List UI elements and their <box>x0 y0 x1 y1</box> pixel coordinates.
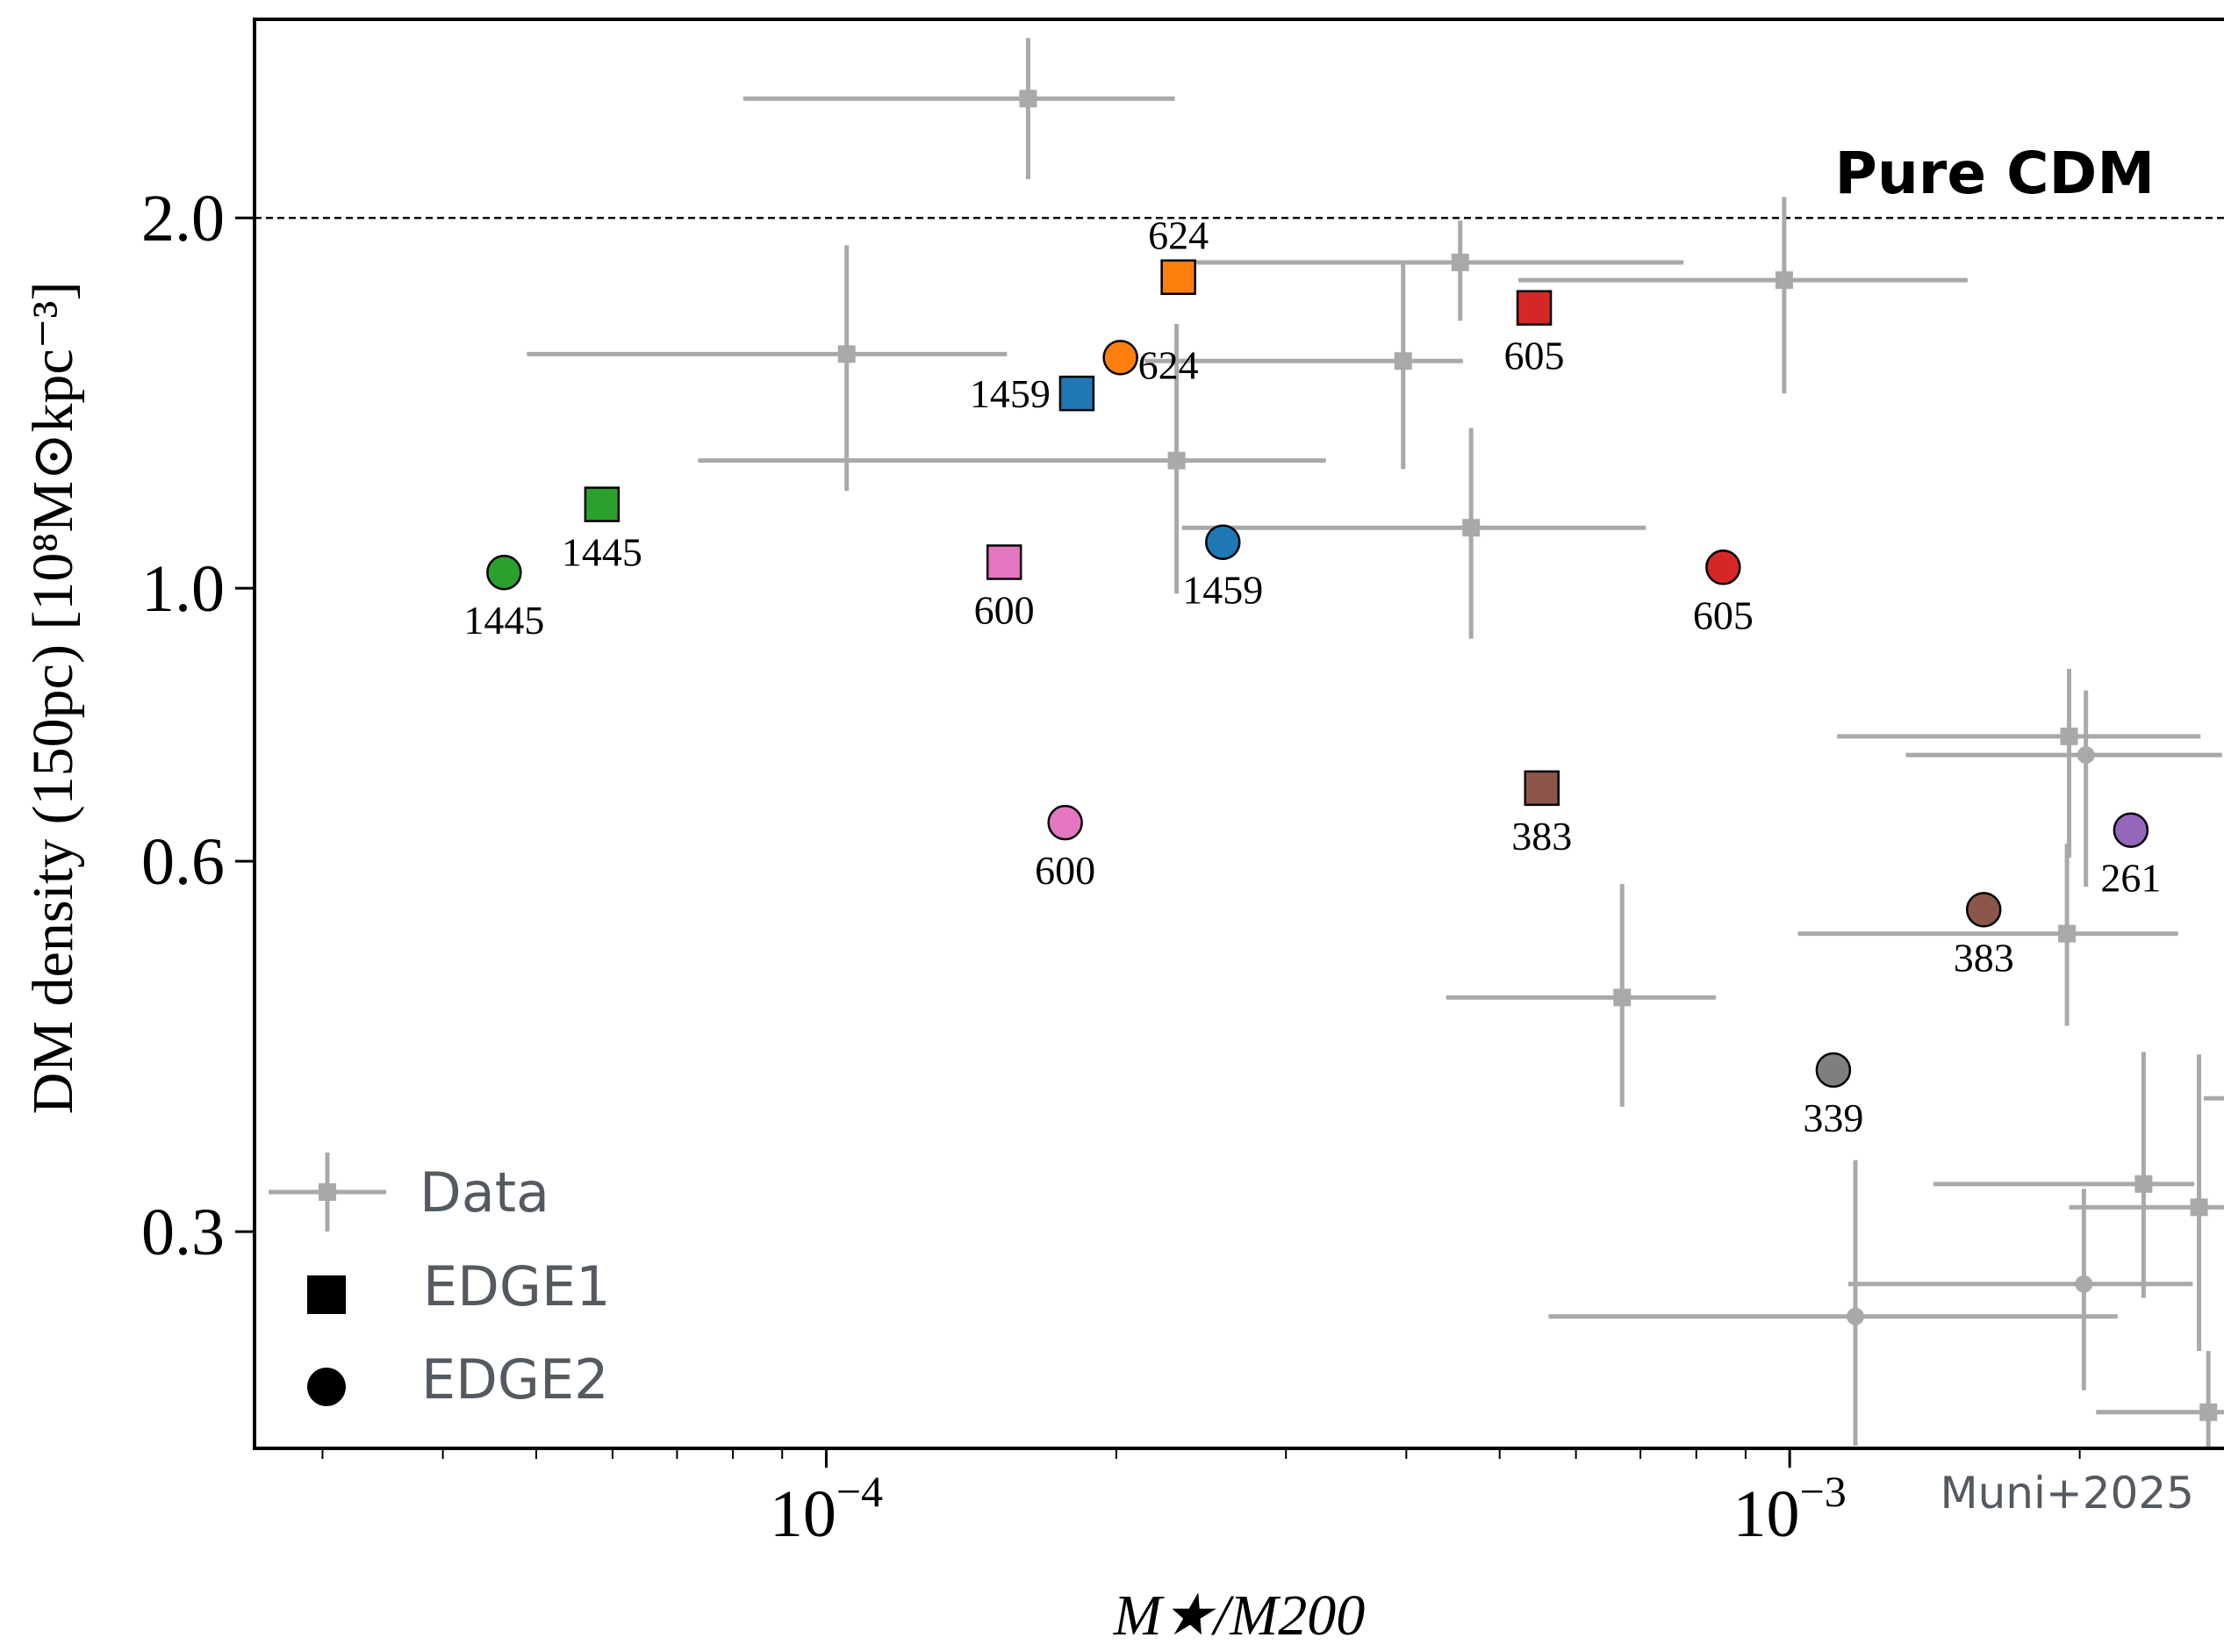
data-point <box>1933 1052 2195 1298</box>
data-marker <box>1846 1307 1864 1325</box>
data-point <box>1797 844 2178 1026</box>
data-point <box>1518 197 1968 394</box>
legend-data-marker <box>319 1183 336 1201</box>
legend-square-marker <box>307 1275 346 1314</box>
edge2-600-marker <box>1047 804 1083 841</box>
edge1-624-marker <box>1160 259 1196 295</box>
legend: Data EDGE1 EDGE2 <box>269 1153 611 1411</box>
data-marker <box>1462 519 1481 537</box>
data-point <box>1905 690 2222 887</box>
legend-label-edge1: EDGE1 <box>423 1254 611 1318</box>
edge1-1445-label: 1445 <box>562 530 642 575</box>
edge2-624-label: 624 <box>1138 342 1199 387</box>
edge1-1445-marker <box>584 486 621 522</box>
data-point <box>1847 1189 2193 1390</box>
edge1-383-label: 383 <box>1511 814 1572 858</box>
data-point <box>1837 669 2201 858</box>
x-axis-title: M★/M200 <box>1113 1584 1365 1648</box>
data-marker <box>837 345 856 363</box>
x-tick-label: 10−3 <box>1733 1467 1847 1551</box>
data-point <box>1446 884 1716 1107</box>
edge2-383-label: 383 <box>1954 935 2014 980</box>
data-marker <box>2190 1198 2208 1217</box>
data-marker <box>1394 352 1412 370</box>
data-point <box>698 324 1326 594</box>
legend-entry-edge2: EDGE2 <box>307 1347 609 1411</box>
y-tick-label: 0.3 <box>141 1196 225 1269</box>
data-point <box>1181 220 1684 321</box>
pure-cdm-label: Pure CDM <box>1834 140 2155 207</box>
data-marker <box>2199 1403 2218 1421</box>
legend-label-edge2: EDGE2 <box>421 1347 609 1411</box>
edge2-261-label: 261 <box>2100 856 2161 901</box>
data-point <box>1144 262 1463 470</box>
axes-frame <box>253 18 2224 1450</box>
edge1-600-marker <box>986 544 1022 580</box>
y-tick-label: 2.0 <box>141 182 225 255</box>
edge2-383-marker <box>1965 892 2002 928</box>
edge2-339-label: 339 <box>1803 1095 1863 1140</box>
legend-label-data: Data <box>420 1160 549 1225</box>
data-point <box>1548 1160 2118 1446</box>
edge2-605-label: 605 <box>1693 593 1754 637</box>
edge1-605-marker <box>1516 290 1553 326</box>
data-marker <box>1613 988 1632 1007</box>
edge2-1445-marker <box>486 554 522 591</box>
x-tick-label: 10−4 <box>770 1467 883 1551</box>
edge2-600-label: 600 <box>1035 848 1095 893</box>
edge2-1445-label: 1445 <box>463 598 544 643</box>
data-marker <box>2060 727 2078 745</box>
data-point <box>527 245 1008 492</box>
edge2-1459-label: 1459 <box>1182 568 1263 613</box>
edge1-1459-marker <box>1058 375 1095 412</box>
data-point <box>2069 1054 2224 1352</box>
y-tick-label: 0.6 <box>141 825 225 899</box>
y-axis-title: DM density (150pc) [10⁸M⊙kpc⁻³] <box>21 282 85 1115</box>
legend-entry-data: Data <box>269 1153 549 1232</box>
data-point <box>1181 427 1646 639</box>
edge1-624-label: 624 <box>1148 213 1209 258</box>
edge2-624-marker <box>1102 340 1138 376</box>
data-marker <box>2075 1275 2093 1293</box>
edge1-605-label: 605 <box>1504 334 1565 378</box>
x-axis-ticks: 10−4 10−3 <box>321 1448 2081 1551</box>
data-marker <box>1019 90 1037 108</box>
point-label-group: 624 605 1459 1445 600 383 624 1459 1445 605 600 261… <box>463 213 2161 1140</box>
edge2-605-marker <box>1705 549 1741 585</box>
edge1-383-marker <box>1524 770 1560 807</box>
legend-circle-marker <box>307 1368 346 1406</box>
edge1-1459-label: 1459 <box>970 371 1051 416</box>
data-marker <box>2077 746 2095 765</box>
data-marker <box>1775 271 1793 290</box>
legend-entry-edge1: EDGE1 <box>307 1254 611 1318</box>
data-point <box>743 38 1175 180</box>
y-axis-ticks: 0.3 0.6 1.0 2.0 <box>141 182 255 1269</box>
edge1-600-label: 600 <box>974 587 1035 632</box>
data-marker <box>1167 451 1186 470</box>
edge2-339-marker <box>1815 1052 1852 1088</box>
credit-label: Muni+2025 <box>1940 1468 2194 1519</box>
y-tick-label: 1.0 <box>141 552 225 626</box>
edge-marker-series <box>486 259 2149 1088</box>
data-errorbar-series <box>527 38 2224 1448</box>
data-marker <box>2134 1174 2153 1193</box>
data-marker <box>1451 253 1469 271</box>
data-marker <box>2058 924 2077 943</box>
edge2-1459-marker <box>1205 524 1241 560</box>
edge2-261-marker <box>2113 812 2149 848</box>
